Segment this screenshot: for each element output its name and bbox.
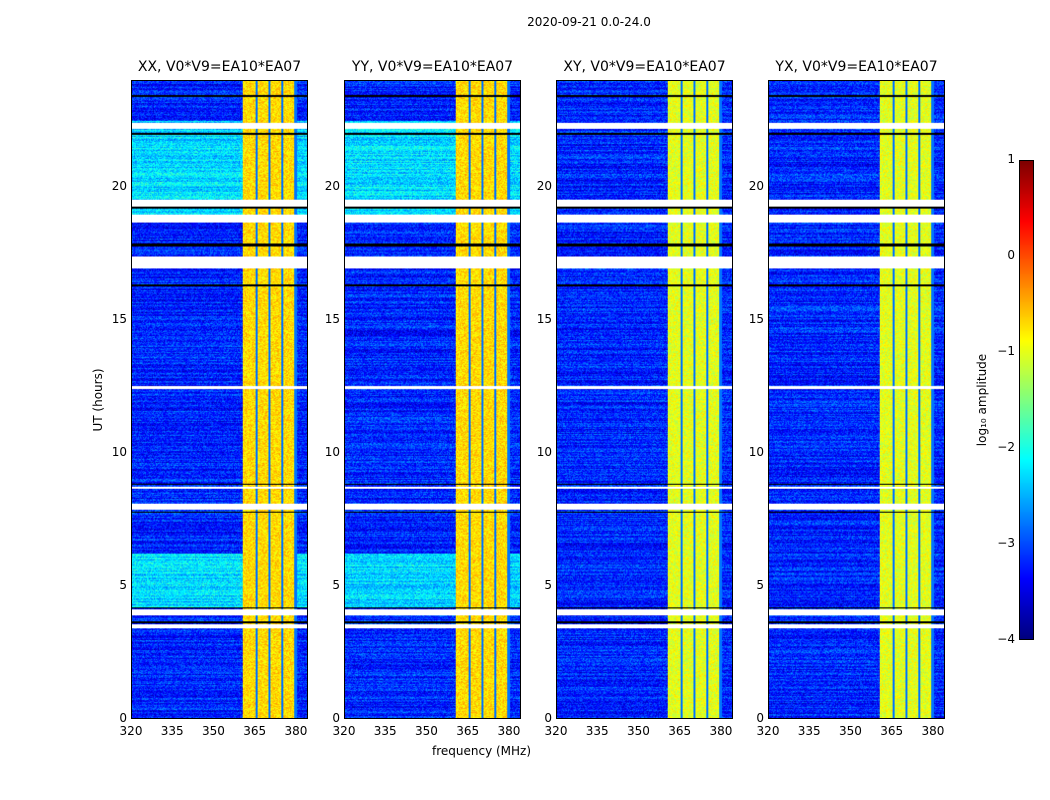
heatmap-panel-yy: [344, 80, 521, 719]
colorbar-tick-label: 0: [1007, 248, 1015, 262]
figure-title: 2020-09-21 0.0-24.0: [527, 15, 651, 29]
y-axis-label: UT (hours): [91, 368, 105, 432]
panel-title-yy: YY, V0*V9=EA10*EA07: [351, 59, 514, 75]
x-tick-label: 365: [880, 724, 904, 738]
colorbar-label: log₁₀ amplitude: [975, 353, 989, 447]
y-tick-label: 0: [332, 711, 340, 725]
heatmap-cells: [132, 81, 307, 718]
y-tick-label: 15: [748, 311, 764, 326]
y-tick-label: 20: [748, 178, 764, 193]
y-tick-label: 5: [119, 577, 127, 592]
x-tick-label: 320: [119, 724, 143, 738]
x-tick-label: 335: [585, 724, 609, 738]
y-tick-label: 15: [324, 311, 340, 326]
x-tick-label: 380: [709, 724, 733, 738]
heatmap-panel-xy: [556, 80, 733, 719]
heatmap-panel-xx: [131, 80, 308, 719]
colorbar-tick-label: 1: [1007, 152, 1015, 166]
x-tick-label: 320: [544, 724, 568, 738]
x-tick-label: 365: [668, 724, 692, 738]
colorbar-tick-label: −1: [997, 344, 1015, 358]
x-tick-label: 320: [332, 724, 356, 738]
colorbar-tick-label: −3: [997, 536, 1015, 550]
y-tick-label: 20: [536, 178, 552, 193]
x-tick-label: 350: [202, 724, 225, 738]
y-tick-label: 5: [544, 577, 552, 592]
x-tick-label: 380: [497, 724, 521, 738]
x-tick-label: 380: [921, 724, 945, 738]
x-tick-label: 335: [160, 724, 184, 738]
y-tick-label: 10: [324, 444, 340, 459]
y-tick-label: 20: [111, 178, 127, 193]
x-tick-label: 350: [839, 724, 862, 738]
x-tick-label: 320: [756, 724, 780, 738]
heatmap-cells: [345, 81, 520, 718]
y-tick-label: 10: [536, 444, 552, 459]
panel-title-xy: XY, V0*V9=EA10*EA07: [563, 59, 726, 75]
heatmap-cells: [769, 81, 944, 718]
y-tick-label: 0: [544, 711, 552, 725]
heatmap-panel-yx: [768, 80, 945, 719]
y-tick-label: 20: [324, 178, 340, 193]
panel-title-yx: YX, V0*V9=EA10*EA07: [775, 59, 938, 75]
y-tick-label: 15: [536, 311, 552, 326]
colorbar-tick-label: −4: [997, 632, 1015, 646]
x-axis-label: frequency (MHz): [432, 744, 532, 758]
x-tick-label: 365: [243, 724, 267, 738]
colorbar: [1019, 160, 1034, 640]
colorbar-tick-label: −2: [997, 440, 1015, 454]
panel-title-xx: XX, V0*V9=EA10*EA07: [137, 59, 302, 75]
y-tick-label: 10: [748, 444, 764, 459]
y-tick-label: 5: [332, 577, 340, 592]
y-tick-label: 0: [119, 711, 127, 725]
y-tick-label: 5: [756, 577, 764, 592]
x-tick-label: 335: [373, 724, 397, 738]
y-tick-label: 15: [111, 311, 127, 326]
x-tick-label: 335: [797, 724, 821, 738]
x-tick-label: 350: [627, 724, 650, 738]
x-tick-label: 350: [415, 724, 438, 738]
y-tick-label: 10: [111, 444, 127, 459]
heatmap-cells: [557, 81, 732, 718]
x-tick-label: 380: [284, 724, 308, 738]
y-tick-label: 0: [756, 711, 764, 725]
x-tick-label: 365: [456, 724, 480, 738]
